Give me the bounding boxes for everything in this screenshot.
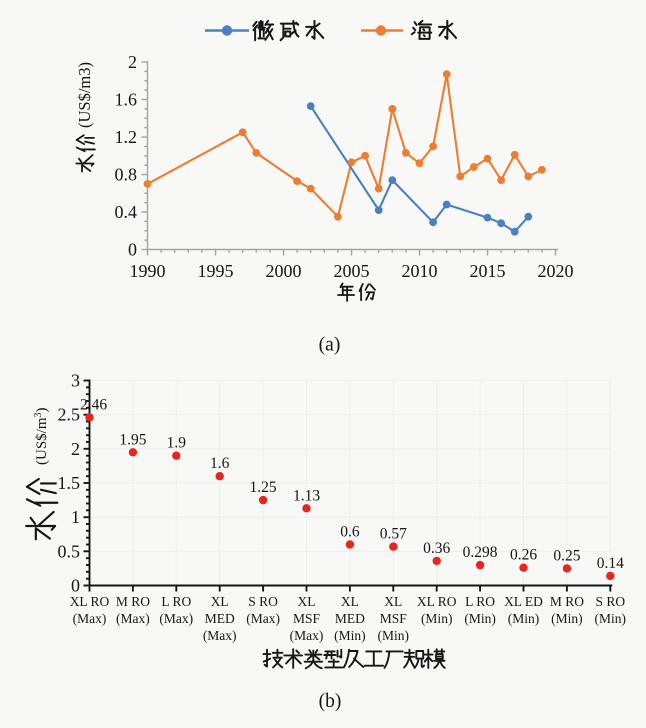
svg-text:0.26: 0.26: [510, 547, 537, 564]
svg-text:1.9: 1.9: [167, 435, 187, 452]
svg-text:1995: 1995: [198, 261, 234, 281]
svg-text:L RO: L RO: [161, 594, 191, 609]
svg-text:(Max): (Max): [159, 611, 193, 626]
svg-text:1.25: 1.25: [250, 479, 277, 496]
svg-text:0.8: 0.8: [115, 165, 138, 185]
svg-text:2005: 2005: [334, 261, 370, 281]
svg-text:0.14: 0.14: [597, 555, 624, 572]
svg-text:(a): (a): [319, 335, 341, 356]
svg-text:MSF: MSF: [293, 611, 321, 626]
svg-text:(Max): (Max): [73, 611, 107, 626]
svg-text:L RO: L RO: [465, 594, 495, 609]
svg-text:XL RO: XL RO: [70, 594, 110, 609]
svg-text:2020: 2020: [538, 261, 574, 281]
svg-text:0: 0: [128, 240, 137, 260]
svg-text:XL: XL: [298, 594, 316, 609]
svg-text:1.6: 1.6: [115, 90, 138, 110]
svg-text:(Min): (Min): [464, 611, 496, 626]
svg-text:1990: 1990: [130, 261, 166, 281]
svg-text:1.5: 1.5: [58, 473, 81, 493]
svg-text:M RO: M RO: [550, 594, 584, 609]
svg-text:S RO: S RO: [248, 594, 278, 609]
svg-text:0.6: 0.6: [340, 524, 360, 541]
svg-text:XL: XL: [384, 594, 402, 609]
svg-text:M RO: M RO: [116, 594, 150, 609]
svg-text:XL: XL: [341, 594, 359, 609]
svg-text:XL ED: XL ED: [504, 594, 543, 609]
svg-text:3: 3: [71, 371, 80, 391]
svg-text:0.57: 0.57: [380, 526, 407, 543]
svg-text:0.36: 0.36: [423, 540, 450, 557]
svg-text:(Max): (Max): [246, 611, 280, 626]
svg-text:2.46: 2.46: [80, 396, 107, 413]
svg-text:1: 1: [71, 507, 80, 527]
svg-text:2: 2: [71, 439, 80, 459]
svg-text:2010: 2010: [402, 261, 438, 281]
svg-text:(b): (b): [319, 691, 342, 712]
svg-text:(Min): (Min): [334, 628, 366, 643]
svg-text:2: 2: [128, 52, 137, 72]
svg-text:(Min): (Min): [551, 611, 583, 626]
svg-text:(Min): (Min): [421, 611, 453, 626]
svg-text:(Max): (Max): [116, 611, 150, 626]
svg-text:(Min): (Min): [595, 611, 627, 626]
svg-text:(US$/m3): (US$/m3): [33, 407, 50, 465]
svg-text:(Max): (Max): [203, 628, 237, 643]
svg-text:2000: 2000: [266, 261, 302, 281]
svg-text:0.4: 0.4: [115, 202, 138, 222]
svg-text:1.2: 1.2: [115, 127, 138, 147]
svg-text:S RO: S RO: [595, 594, 625, 609]
svg-text:(Min): (Min): [508, 611, 540, 626]
svg-text:2.5: 2.5: [58, 405, 81, 425]
svg-text:MED: MED: [335, 611, 365, 626]
svg-text:MED: MED: [205, 611, 235, 626]
svg-text:(Max): (Max): [290, 628, 324, 643]
svg-text:0.298: 0.298: [463, 544, 498, 561]
svg-text:0.25: 0.25: [553, 547, 580, 564]
svg-text:0: 0: [71, 576, 80, 596]
svg-text:1.6: 1.6: [210, 455, 230, 472]
svg-text:1.13: 1.13: [293, 487, 320, 504]
svg-text:(US$/m3): (US$/m3): [75, 62, 94, 128]
svg-text:MSF: MSF: [380, 611, 408, 626]
svg-text:1.95: 1.95: [119, 431, 146, 448]
svg-text:(Min): (Min): [378, 628, 410, 643]
svg-text:0.5: 0.5: [58, 541, 81, 561]
svg-text:XL RO: XL RO: [417, 594, 457, 609]
svg-text:XL: XL: [211, 594, 229, 609]
svg-text:2015: 2015: [470, 261, 506, 281]
